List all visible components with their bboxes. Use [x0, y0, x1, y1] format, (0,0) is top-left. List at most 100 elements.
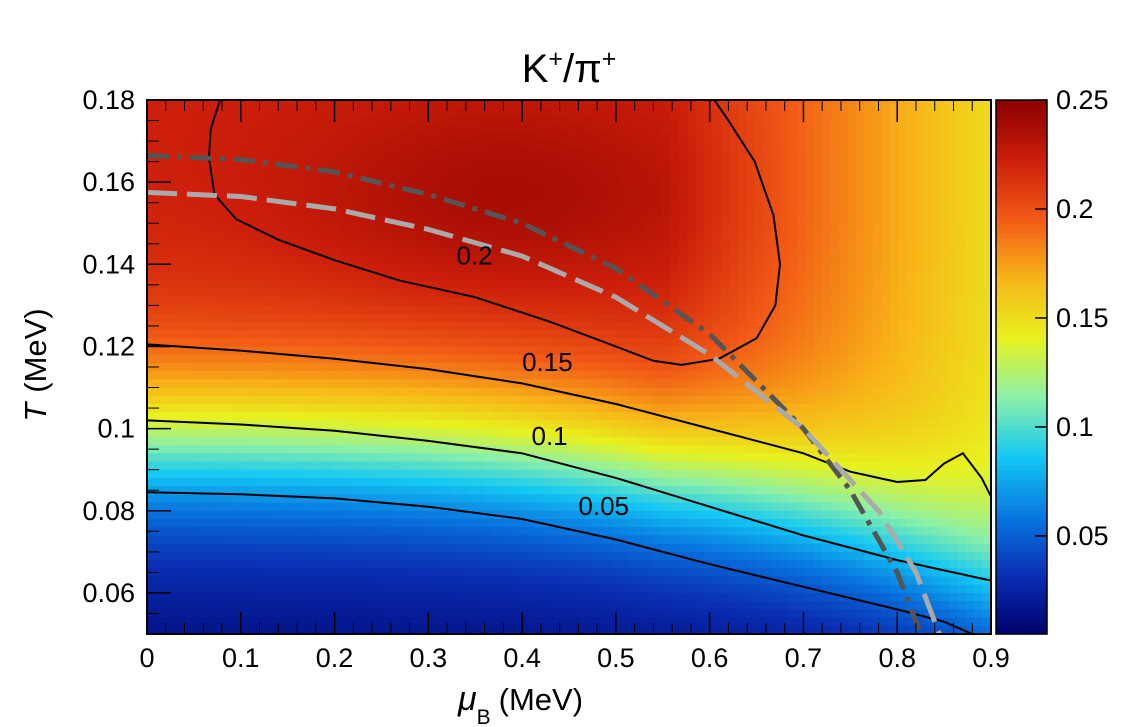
color-scale-segment — [996, 367, 1047, 373]
color-scale-segment — [996, 175, 1047, 181]
contour-label-0.2: 0.2 — [457, 240, 493, 270]
color-scale-frame — [995, 99, 1048, 635]
color-scale-segment — [996, 318, 1047, 324]
y-tick-label: 0.14 — [82, 249, 135, 279]
color-scale-segment — [996, 375, 1047, 381]
contour-line-0.2 — [207, 100, 782, 366]
color-scale-segment — [996, 576, 1047, 582]
title-sup1: + — [548, 45, 563, 73]
contour-line-0.1 — [147, 419, 991, 582]
xlabel-unit: (MeV) — [499, 682, 583, 717]
color-scale-label: 0.1 — [1056, 412, 1094, 442]
color-scale-segment — [996, 518, 1047, 524]
color-scale-segment — [996, 358, 1047, 364]
x-tick-label: 0.3 — [410, 643, 448, 673]
x-tick-label: 0.6 — [691, 643, 729, 673]
contour-label-0.1: 0.1 — [532, 421, 568, 451]
color-scale-segment — [996, 144, 1047, 150]
color-scale: 0.05 0.1 0.15 0.2 0.25 — [995, 85, 1109, 635]
chart-title: K+/π+ — [522, 45, 617, 91]
color-scale-segment — [996, 215, 1047, 221]
color-scale-segment — [996, 122, 1047, 128]
color-scale-segment — [996, 193, 1047, 199]
color-scale-segment — [996, 246, 1047, 252]
color-scale-segment — [996, 567, 1047, 573]
color-scale-segment — [996, 353, 1047, 359]
color-scale-segment — [996, 593, 1047, 599]
title-sup2: + — [602, 45, 617, 73]
y-tick-label: 0.08 — [82, 496, 135, 526]
color-scale-segment — [996, 553, 1047, 559]
color-scale-segment — [996, 331, 1047, 337]
color-scale-segment — [996, 513, 1047, 519]
color-scale-segment — [996, 273, 1047, 279]
color-scale-segment — [996, 108, 1047, 114]
color-scale-segment — [996, 527, 1047, 533]
color-scale-segment — [996, 442, 1047, 448]
color-scale-segment — [996, 117, 1047, 123]
color-scale-segment — [996, 531, 1047, 537]
y-tick-label: 0.1 — [97, 414, 135, 444]
color-scale-segment — [996, 264, 1047, 270]
color-scale-segment — [996, 362, 1047, 368]
color-scale-segment — [996, 447, 1047, 453]
color-scale-segment — [996, 220, 1047, 226]
color-scale-segment — [996, 100, 1047, 106]
color-scale-segment — [996, 398, 1047, 404]
color-scale-segment — [996, 380, 1047, 386]
color-scale-segment — [996, 211, 1047, 217]
color-scale-label: 0.15 — [1056, 303, 1109, 333]
color-scale-segment — [996, 411, 1047, 417]
color-scale-segment — [996, 184, 1047, 190]
color-scale-segment — [996, 451, 1047, 457]
x-axis: 0 0.1 0.2 0.3 0.4 0.5 0.6 0.7 0.8 0.9 — [139, 100, 1010, 673]
color-scale-segment — [996, 429, 1047, 435]
color-scale-segment — [996, 291, 1047, 297]
color-scale-segment — [996, 344, 1047, 350]
xlabel-sub: B — [477, 706, 491, 727]
color-scale-segment — [996, 438, 1047, 444]
color-scale-segment — [996, 282, 1047, 288]
x-tick-label: 0.2 — [316, 643, 354, 673]
color-scale-segment — [996, 602, 1047, 608]
svg-text:K+/π+: K+/π+ — [522, 45, 617, 91]
y-tick-label: 0.18 — [82, 85, 135, 115]
color-scale-segment — [996, 464, 1047, 470]
color-scale-segment — [996, 340, 1047, 346]
color-scale-segment — [996, 153, 1047, 159]
color-scale-segment — [996, 206, 1047, 212]
x-tick-label: 0 — [139, 643, 154, 673]
color-scale-segment — [996, 237, 1047, 243]
color-scale-label: 0.2 — [1056, 194, 1094, 224]
color-scale-segment — [996, 504, 1047, 510]
color-scale-segment — [996, 478, 1047, 484]
color-scale-segment — [996, 500, 1047, 506]
title-base: K — [522, 47, 549, 91]
color-scale-segment — [996, 469, 1047, 475]
color-scale-segment — [996, 625, 1047, 631]
color-scale-segment — [996, 255, 1047, 261]
color-scale-segment — [996, 460, 1047, 466]
color-scale-segment — [996, 487, 1047, 493]
color-scale-segment — [996, 269, 1047, 275]
x-tick-label: 0.4 — [503, 643, 541, 673]
color-scale-segment — [996, 540, 1047, 546]
color-scale-segment — [996, 313, 1047, 319]
color-scale-segment — [996, 180, 1047, 186]
color-scale-segment — [996, 545, 1047, 551]
color-scale-segment — [996, 536, 1047, 542]
contour-lines — [147, 100, 991, 634]
color-scale-segment — [996, 496, 1047, 502]
color-scale-segment — [996, 286, 1047, 292]
contour-label-0.05: 0.05 — [578, 491, 629, 521]
xlabel-symbol: μ — [457, 680, 477, 718]
color-scale-segment — [996, 589, 1047, 595]
x-tick-label: 0.8 — [878, 643, 916, 673]
color-scale-segment — [996, 509, 1047, 515]
color-scale-segment — [996, 482, 1047, 488]
ylabel-symbol: T — [18, 401, 53, 422]
color-scale-segment — [996, 229, 1047, 235]
color-scale-segment — [996, 189, 1047, 195]
heatmap — [147, 100, 991, 634]
